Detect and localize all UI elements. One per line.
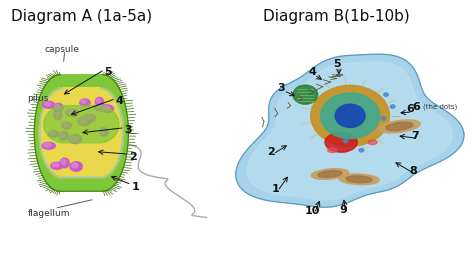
Ellipse shape	[310, 85, 390, 146]
Ellipse shape	[60, 133, 64, 137]
Ellipse shape	[80, 99, 90, 106]
Ellipse shape	[101, 105, 114, 113]
Ellipse shape	[67, 110, 74, 114]
Ellipse shape	[359, 148, 364, 152]
Ellipse shape	[73, 163, 78, 167]
Ellipse shape	[85, 115, 91, 119]
Ellipse shape	[72, 163, 78, 168]
Text: flagellum: flagellum	[27, 209, 70, 218]
Ellipse shape	[70, 162, 82, 171]
Polygon shape	[247, 62, 452, 200]
Ellipse shape	[63, 123, 68, 126]
Text: 8: 8	[409, 166, 417, 176]
Text: 4: 4	[116, 96, 123, 106]
Ellipse shape	[391, 105, 395, 108]
Text: 5: 5	[333, 59, 340, 69]
Ellipse shape	[51, 162, 63, 169]
Text: 6: 6	[412, 102, 420, 111]
Ellipse shape	[318, 171, 342, 177]
Text: 9: 9	[339, 205, 347, 215]
Ellipse shape	[44, 102, 50, 106]
Text: 5: 5	[104, 67, 112, 77]
Text: pilus: pilus	[27, 94, 49, 103]
Ellipse shape	[368, 140, 377, 145]
Ellipse shape	[55, 105, 60, 109]
Ellipse shape	[325, 132, 357, 152]
Ellipse shape	[60, 158, 69, 168]
Ellipse shape	[80, 118, 86, 122]
Ellipse shape	[44, 143, 51, 147]
Text: (the dots): (the dots)	[423, 103, 457, 110]
Ellipse shape	[335, 104, 365, 127]
Ellipse shape	[96, 98, 100, 103]
Text: 10: 10	[304, 206, 320, 216]
Text: 1: 1	[272, 184, 279, 194]
Ellipse shape	[81, 100, 86, 103]
Text: 3: 3	[278, 83, 285, 93]
Text: Diagram A (1a-5a): Diagram A (1a-5a)	[11, 9, 152, 24]
Text: 3: 3	[125, 125, 132, 135]
Ellipse shape	[54, 103, 63, 112]
Ellipse shape	[346, 176, 372, 183]
Ellipse shape	[343, 139, 348, 143]
Ellipse shape	[97, 105, 103, 108]
Ellipse shape	[328, 148, 337, 153]
Text: 4: 4	[308, 67, 316, 77]
Ellipse shape	[43, 101, 55, 108]
Polygon shape	[34, 75, 128, 191]
Ellipse shape	[78, 117, 91, 126]
Ellipse shape	[386, 122, 413, 131]
Ellipse shape	[54, 111, 62, 120]
Ellipse shape	[94, 105, 108, 111]
Polygon shape	[44, 106, 119, 143]
Ellipse shape	[293, 85, 318, 104]
Text: 6: 6	[407, 104, 415, 114]
Text: 1: 1	[131, 182, 139, 192]
Text: 7: 7	[411, 131, 419, 141]
Ellipse shape	[48, 131, 59, 137]
Text: Diagram B(1b-10b): Diagram B(1b-10b)	[263, 9, 410, 24]
Ellipse shape	[65, 109, 78, 117]
Ellipse shape	[384, 93, 388, 96]
Ellipse shape	[103, 106, 109, 110]
Ellipse shape	[69, 135, 82, 144]
Ellipse shape	[61, 159, 65, 164]
Ellipse shape	[62, 122, 72, 129]
Ellipse shape	[42, 142, 55, 149]
Ellipse shape	[95, 97, 104, 106]
Ellipse shape	[55, 112, 59, 117]
Ellipse shape	[100, 128, 108, 136]
Text: capsule: capsule	[45, 45, 80, 54]
Ellipse shape	[378, 120, 420, 133]
Ellipse shape	[71, 136, 77, 140]
Polygon shape	[236, 54, 464, 207]
Ellipse shape	[53, 163, 58, 167]
Polygon shape	[39, 88, 124, 178]
Ellipse shape	[50, 131, 55, 135]
Ellipse shape	[311, 169, 348, 179]
Ellipse shape	[339, 174, 379, 185]
Ellipse shape	[320, 93, 380, 139]
Ellipse shape	[84, 114, 96, 122]
Text: 2: 2	[267, 147, 275, 156]
Text: 2: 2	[129, 152, 137, 162]
Ellipse shape	[100, 129, 105, 133]
Ellipse shape	[72, 162, 82, 170]
Ellipse shape	[59, 132, 68, 140]
Ellipse shape	[382, 117, 386, 120]
